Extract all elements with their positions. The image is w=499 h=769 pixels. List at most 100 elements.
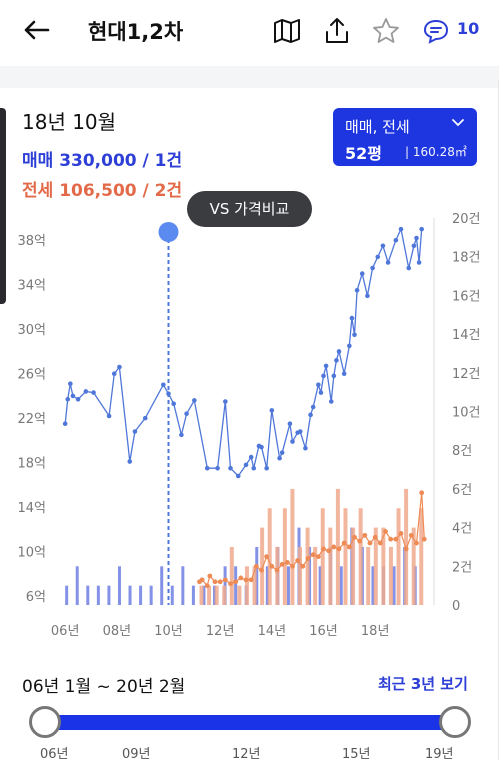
size-m2-value: 160.28㎡: [412, 145, 467, 159]
sale-data-point: [83, 389, 89, 394]
sale-volume-bar: [86, 585, 90, 605]
price-chart[interactable]: 38억 34억 30억 26억 22억 18억 14억 10억 6억 20건 18건 16건 14건 12…: [0, 200, 499, 650]
sale-volume-bar: [75, 566, 79, 605]
y-left-tick-label: 22억: [17, 412, 46, 427]
rent-data-point: [269, 563, 275, 569]
sale-data-point: [106, 413, 112, 419]
sale-volume-bar: [191, 585, 195, 605]
rent-data-point: [383, 529, 388, 534]
date-range-label: 06년 1월 ~ 20년 2월: [22, 677, 186, 697]
range-slider-start-handle[interactable]: [29, 706, 61, 738]
sale-data-point: [385, 260, 391, 265]
rent-data-point: [243, 577, 249, 583]
x-tick-label: 12년: [206, 624, 235, 639]
rent-data-point: [331, 544, 337, 550]
sale-volume-bar: [96, 585, 100, 605]
sale-data-point: [297, 429, 303, 434]
sale-data-point: [75, 396, 81, 402]
rent-data-point: [233, 579, 239, 585]
y-left-tick-label: 30억: [17, 323, 46, 338]
sale-series-line: [64, 227, 423, 478]
sale-data-point: [127, 459, 133, 464]
back-arrow-icon[interactable]: [20, 14, 52, 46]
rent-volume-bar: [214, 585, 219, 605]
sale-data-point: [411, 243, 417, 249]
y-right-tick-label: 4건: [452, 522, 472, 537]
rent-volume-bar: [222, 585, 227, 605]
rent-volume-bar: [290, 488, 295, 605]
map-icon[interactable]: [272, 16, 302, 46]
rent-data-point: [341, 540, 347, 546]
sale-data-point: [228, 465, 233, 471]
sale-data-point: [290, 439, 295, 444]
rent-volume-bar: [366, 546, 371, 605]
sale-volume-bar: [128, 585, 132, 605]
rent-data-point: [398, 531, 404, 536]
sale-data-point: [248, 454, 254, 460]
slider-tick: 19년: [425, 747, 454, 762]
range-slider-track[interactable]: [45, 715, 456, 730]
share-icon[interactable]: [322, 16, 352, 46]
sale-volume-bar: [318, 566, 322, 605]
star-icon[interactable]: [371, 16, 401, 46]
sale-data-point: [204, 465, 210, 471]
y-left-tick-label: 6억: [26, 590, 46, 605]
rent-data-point: [315, 554, 321, 560]
rent-data-point: [238, 575, 244, 581]
date-marker-dot: [158, 222, 179, 242]
sale-volume-bar: [139, 585, 143, 605]
sale-data-point: [316, 382, 321, 388]
rent-volume-bar: [358, 508, 363, 605]
comment-icon[interactable]: [421, 16, 451, 46]
sale-data-point: [365, 293, 370, 299]
rent-volume-bar: [260, 527, 265, 605]
rent-data-point: [336, 546, 342, 552]
sale-data-point: [279, 450, 285, 455]
y-right-tick-label: 2건: [452, 560, 472, 575]
sale-volume-bar: [117, 566, 121, 605]
rent-data-point: [279, 561, 285, 567]
rent-volume-bar: [419, 508, 424, 605]
sale-data-point: [91, 390, 96, 395]
rent-data-point: [321, 546, 326, 552]
sale-data-point: [70, 393, 76, 399]
rent-volume-bar: [244, 566, 249, 605]
y-left-tick-label: 10억: [17, 546, 46, 561]
sale-data-point: [251, 465, 257, 471]
rent-summary: 전세 106,500 / 2건: [22, 181, 183, 201]
sale-data-point: [235, 473, 241, 479]
range-slider-end-handle[interactable]: [439, 706, 471, 738]
rent-volume-bar: [373, 527, 378, 605]
sale-data-point: [179, 432, 184, 438]
slider-tick: 15년: [342, 747, 371, 762]
rent-volume-bar: [343, 508, 348, 605]
sale-data-point: [171, 401, 176, 407]
sale-volume-bar: [202, 585, 206, 605]
rent-data-point: [204, 583, 210, 589]
sale-data-point: [398, 226, 404, 232]
recent-3-years-link[interactable]: 최근 3년 보기: [378, 675, 468, 693]
sale-data-point: [161, 382, 166, 388]
side-panel-edge: [0, 108, 6, 304]
y-right-tick-label: 8건: [452, 444, 472, 459]
header-divider: [0, 66, 499, 88]
sale-data-point: [269, 408, 275, 413]
rent-volume-bar: [396, 508, 401, 605]
size-m2: | 160.28㎡: [405, 145, 467, 159]
sale-data-point: [406, 265, 412, 271]
sale-data-point: [370, 265, 375, 271]
y-left-tick-label: 14억: [17, 501, 46, 516]
trade-type-selector[interactable]: 매매, 전세 52평 | 160.28㎡: [333, 108, 477, 166]
rent-data-point: [274, 567, 280, 573]
slider-tick: 06년: [40, 747, 69, 762]
sale-data-point: [375, 254, 381, 260]
sale-data-point: [303, 445, 308, 451]
sale-data-point: [349, 315, 355, 321]
sale-data-point: [259, 444, 264, 450]
sale-data-point: [192, 398, 197, 403]
y-left-tick-label: 26억: [17, 368, 46, 383]
vs-compare-button[interactable]: VS 가격비교: [187, 191, 312, 227]
sale-data-point: [65, 396, 71, 402]
rent-volume-bar: [229, 546, 234, 605]
rent-data-point: [372, 534, 378, 540]
